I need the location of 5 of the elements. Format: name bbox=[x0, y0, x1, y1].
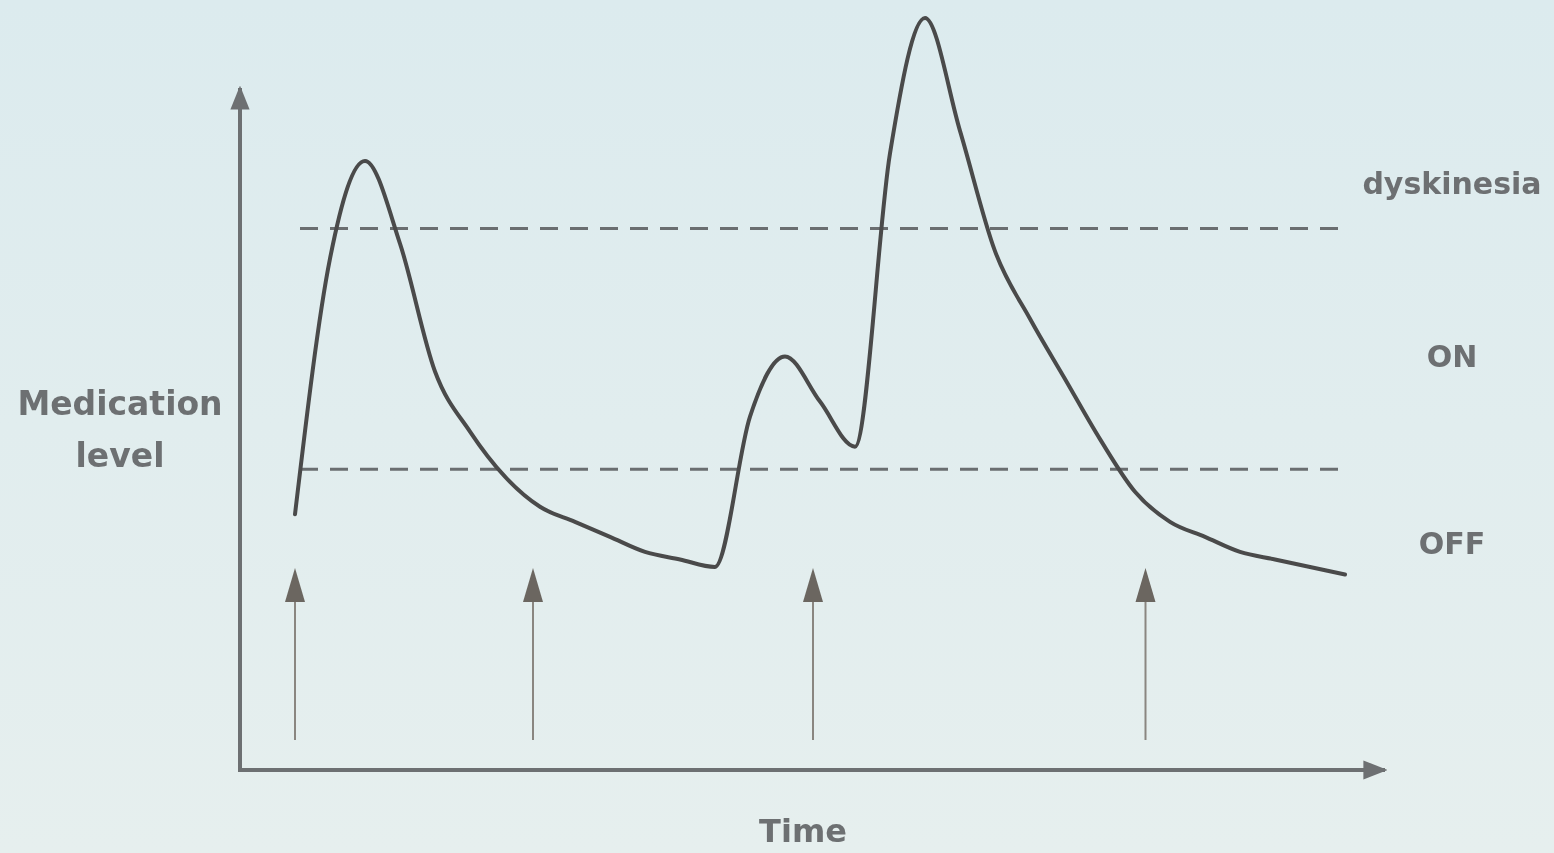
text: dyskinesia bbox=[1362, 165, 1542, 201]
text: ON bbox=[1426, 338, 1478, 374]
x-axis-title: Time bbox=[759, 812, 847, 850]
y-axis-title: Medication level bbox=[16, 383, 224, 477]
text: OFF bbox=[1418, 525, 1486, 561]
